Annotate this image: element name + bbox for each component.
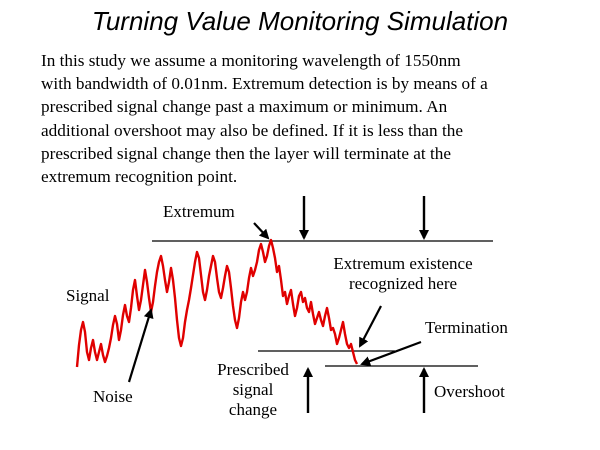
noise-label: Noise (93, 387, 133, 406)
slide-title: Turning Value Monitoring Simulation (91, 6, 509, 36)
recognition-arrow (359, 305, 382, 348)
extremum-arrow (253, 222, 270, 240)
description-line: with bandwidth of 0.01nm. Extremum detec… (41, 74, 488, 94)
description-line: additional overshoot may also be defined… (41, 120, 463, 140)
overshoot-label: Overshoot (434, 382, 505, 401)
signal-trace (75, 238, 359, 368)
extremum-label: Extremum (163, 202, 235, 221)
extremum-existence-label: Extremum existence recognized here (314, 254, 492, 294)
description-paragraph: In this study we assume a monitoring wav… (41, 49, 561, 188)
noise-arrow (127, 308, 154, 383)
prescribed-line: Prescribed (217, 360, 289, 379)
prescribed-line: change (228, 400, 278, 419)
termination-label: Termination (425, 318, 508, 337)
termination-arrow (360, 340, 422, 366)
signal-label: Signal (66, 286, 110, 305)
prescribed-signal-change-label: Prescribed signal change (203, 360, 303, 420)
description-line: prescribed signal change past a maximum … (41, 97, 448, 117)
extremum-existence-line: Extremum existence (333, 254, 473, 273)
description-line: prescribed signal change then the layer … (41, 143, 451, 163)
description-line: In this study we assume a monitoring wav… (41, 51, 461, 70)
extremum-existence-line: recognized here (348, 274, 458, 293)
description-line: extremum recognition point. (41, 167, 238, 187)
prescribed-line: signal (232, 380, 274, 399)
